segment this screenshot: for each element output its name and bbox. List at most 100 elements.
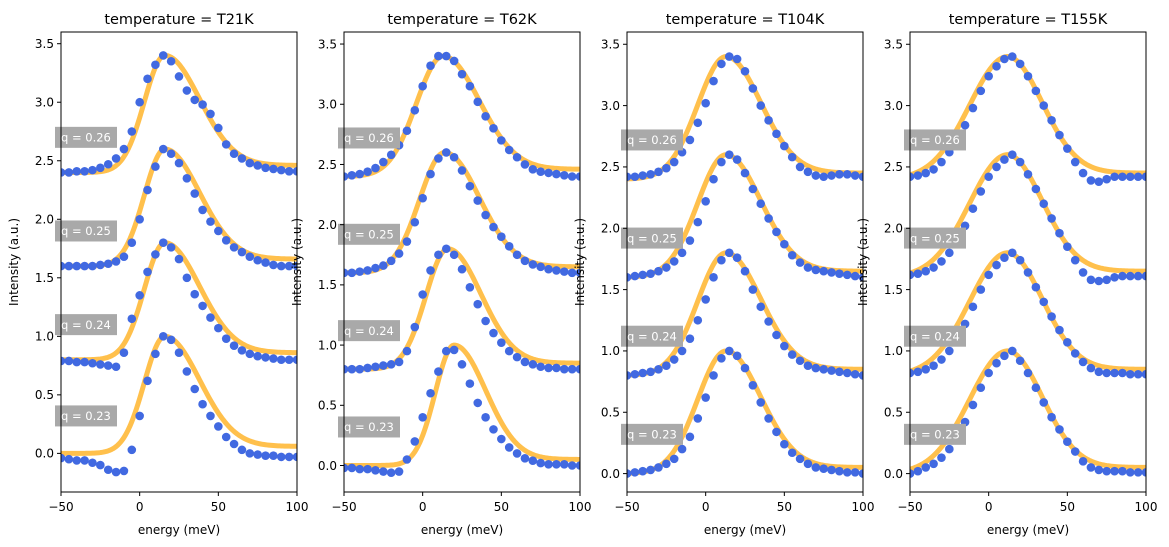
data-point bbox=[61, 453, 66, 463]
data-point bbox=[418, 81, 427, 91]
data-point bbox=[135, 291, 144, 300]
data-point bbox=[363, 266, 372, 275]
x-tick-label: 50 bbox=[1060, 500, 1075, 514]
data-point bbox=[1141, 369, 1146, 379]
data-point bbox=[552, 169, 561, 179]
data-point bbox=[627, 172, 632, 182]
data-point bbox=[992, 162, 1001, 172]
data-point bbox=[237, 154, 247, 163]
data-point bbox=[693, 414, 703, 423]
data-point bbox=[984, 71, 993, 81]
data-point bbox=[261, 163, 270, 173]
data-point bbox=[669, 454, 679, 464]
data-point bbox=[669, 157, 679, 167]
data-point bbox=[497, 136, 506, 145]
data-point bbox=[968, 400, 978, 410]
x-tick-label: 100 bbox=[569, 500, 592, 514]
data-point bbox=[465, 81, 475, 91]
data-point bbox=[135, 214, 144, 224]
data-point bbox=[630, 271, 640, 281]
data-point bbox=[174, 254, 184, 264]
data-point bbox=[512, 152, 522, 162]
data-point bbox=[158, 238, 168, 247]
data-point bbox=[1031, 86, 1041, 96]
data-point bbox=[1055, 425, 1064, 434]
data-point bbox=[72, 357, 82, 367]
y-axis-label: Intensity (a.u.) bbox=[290, 218, 304, 306]
data-point bbox=[182, 367, 192, 376]
y-axis-label: Intensity (a.u.) bbox=[856, 218, 870, 306]
data-point bbox=[1039, 199, 1049, 209]
data-point bbox=[1055, 130, 1064, 140]
data-point bbox=[992, 62, 1001, 71]
data-point bbox=[473, 196, 483, 205]
y-tick-label: 1.0 bbox=[35, 330, 54, 344]
data-point bbox=[1000, 54, 1009, 64]
data-point bbox=[724, 248, 734, 258]
data-point bbox=[1141, 271, 1146, 281]
data-point bbox=[528, 456, 538, 465]
data-point bbox=[811, 363, 821, 373]
data-point bbox=[127, 127, 137, 136]
data-point bbox=[1023, 368, 1033, 378]
data-point bbox=[418, 413, 427, 422]
data-point bbox=[379, 467, 388, 476]
data-point bbox=[1133, 369, 1143, 379]
data-point bbox=[504, 346, 514, 356]
data-point bbox=[182, 174, 192, 183]
data-point bbox=[355, 364, 365, 374]
data-point bbox=[1141, 468, 1146, 477]
data-point bbox=[237, 247, 247, 257]
data-point bbox=[858, 469, 863, 478]
y-tick-label: 2.0 bbox=[601, 222, 620, 236]
data-point bbox=[937, 453, 946, 462]
data-point bbox=[638, 466, 648, 476]
data-point bbox=[1007, 248, 1017, 258]
data-point bbox=[1063, 144, 1072, 153]
data-point bbox=[544, 363, 553, 373]
data-point bbox=[1133, 172, 1143, 182]
data-point bbox=[1086, 275, 1096, 285]
data-point bbox=[803, 361, 813, 370]
data-point bbox=[253, 161, 262, 170]
q-label-box bbox=[621, 325, 683, 347]
data-point bbox=[269, 451, 278, 461]
data-point bbox=[214, 422, 223, 431]
data-point bbox=[119, 252, 129, 262]
data-point bbox=[1007, 346, 1017, 356]
data-point bbox=[654, 167, 663, 177]
data-point bbox=[1063, 242, 1072, 251]
data-point bbox=[654, 365, 663, 374]
data-point bbox=[355, 464, 365, 474]
data-point bbox=[693, 217, 703, 227]
data-point bbox=[732, 155, 742, 164]
data-point bbox=[646, 465, 655, 475]
q-label-text: q = 0.23 bbox=[910, 428, 960, 442]
data-point bbox=[1110, 466, 1119, 476]
data-point bbox=[386, 150, 396, 160]
data-point bbox=[80, 456, 89, 465]
data-point bbox=[1047, 412, 1056, 422]
q-label-text: q = 0.26 bbox=[344, 131, 394, 145]
q-label: q = 0.25 bbox=[338, 223, 400, 245]
data-point bbox=[127, 314, 137, 324]
data-point bbox=[992, 260, 1001, 270]
data-point bbox=[929, 263, 938, 272]
data-point bbox=[473, 97, 483, 107]
q-label: q = 0.26 bbox=[904, 129, 966, 151]
panel-3: q = 0.23 q = 0.24 q = 0.25 q = 0.26 −50 0 50 10… bbox=[573, 12, 874, 537]
data-point bbox=[111, 467, 121, 477]
data-point bbox=[552, 266, 561, 275]
data-point bbox=[276, 261, 286, 271]
data-point bbox=[410, 217, 420, 227]
data-point bbox=[261, 258, 270, 267]
data-point bbox=[662, 263, 671, 272]
data-point bbox=[292, 166, 297, 176]
q-label: q = 0.23 bbox=[904, 423, 966, 445]
panel-title: temperature = T104K bbox=[666, 12, 825, 28]
data-point bbox=[1125, 172, 1135, 182]
data-point bbox=[756, 101, 766, 110]
x-axis-label: energy (meV) bbox=[138, 523, 220, 537]
data-point bbox=[709, 174, 718, 184]
